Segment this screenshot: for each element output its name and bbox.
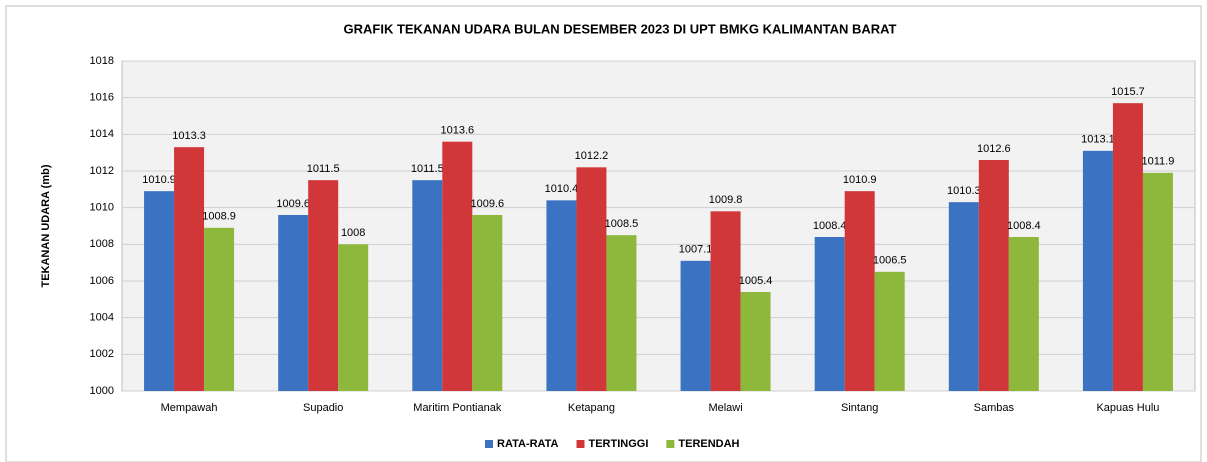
bar (978, 160, 1009, 391)
data-label: 1008.4 (1007, 220, 1041, 232)
bar (1112, 103, 1143, 392)
bar (844, 191, 875, 391)
data-label: 1013.6 (440, 125, 474, 137)
bar (740, 292, 771, 391)
data-label: 1012.2 (575, 150, 609, 162)
bar (144, 191, 175, 391)
x-tick-label: Melawi (708, 402, 742, 414)
y-tick-label: 1018 (90, 55, 114, 67)
bar (412, 180, 443, 391)
data-label: 1006.5 (873, 255, 907, 267)
y-tick-label: 1014 (90, 128, 114, 140)
data-label: 1009.6 (276, 198, 310, 210)
y-tick-label: 1006 (90, 275, 114, 287)
legend-label: TERENDAH (678, 438, 739, 450)
legend-label: TERTINGGI (589, 438, 649, 450)
data-label: 1007.1 (679, 244, 713, 256)
bar (204, 227, 235, 391)
data-label: 1010.9 (843, 174, 877, 186)
bar (948, 202, 979, 391)
bar (442, 141, 473, 391)
data-label: 1008.4 (813, 220, 847, 232)
bar (606, 235, 637, 391)
legend-swatch (666, 440, 675, 448)
data-label: 1008.9 (202, 211, 236, 223)
legend-swatch (485, 440, 493, 448)
data-label: 1013.3 (172, 130, 206, 142)
y-axis-title: TEKANAN UDARA (mb) (40, 164, 52, 287)
data-label: 1011.9 (1142, 156, 1175, 168)
y-tick-label: 1002 (90, 348, 114, 360)
data-label: 1008 (341, 227, 365, 239)
data-label: 1009.6 (470, 198, 504, 210)
bar (874, 271, 905, 391)
bar (1082, 150, 1113, 391)
data-label: 1013.1 (1081, 134, 1115, 146)
data-label: 1011.5 (307, 163, 340, 175)
bar (1008, 237, 1039, 391)
x-tick-label: Kapuas Hulu (1096, 402, 1159, 414)
data-label: 1010.3 (947, 185, 981, 197)
x-tick-label: Sintang (841, 402, 878, 414)
bar (680, 260, 711, 391)
legend-swatch (576, 440, 585, 448)
data-label: 1012.6 (977, 143, 1011, 155)
bar (710, 211, 741, 391)
x-tick-label: Maritim Pontianak (413, 402, 502, 414)
bar (278, 215, 309, 391)
x-tick-label: Sambas (974, 402, 1015, 414)
chart-title: GRAFIK TEKANAN UDARA BULAN DESEMBER 2023… (344, 21, 897, 36)
data-label: 1010.9 (142, 174, 176, 186)
bar (174, 147, 205, 391)
x-tick-label: Supadio (303, 402, 343, 414)
y-tick-label: 1000 (90, 385, 114, 397)
y-tick-label: 1016 (90, 92, 114, 104)
y-tick-label: 1012 (90, 165, 114, 177)
data-label: 1010.4 (545, 183, 579, 195)
data-label: 1005.4 (739, 275, 773, 287)
legend-label: RATA-RATA (497, 438, 559, 450)
bar (546, 200, 577, 391)
data-label: 1011.5 (411, 163, 444, 175)
data-label: 1009.8 (709, 194, 743, 206)
data-label: 1015.7 (1111, 86, 1145, 98)
y-tick-label: 1010 (90, 202, 114, 214)
data-label: 1008.5 (605, 218, 639, 230)
bar (814, 237, 845, 391)
bar (338, 244, 369, 391)
y-tick-label: 1008 (90, 238, 114, 250)
x-tick-label: Mempawah (161, 402, 218, 414)
bar (472, 215, 503, 391)
bar (308, 180, 339, 391)
x-tick-label: Ketapang (568, 402, 615, 414)
bar (1142, 172, 1173, 391)
y-tick-label: 1004 (90, 312, 114, 324)
bar (576, 167, 607, 391)
